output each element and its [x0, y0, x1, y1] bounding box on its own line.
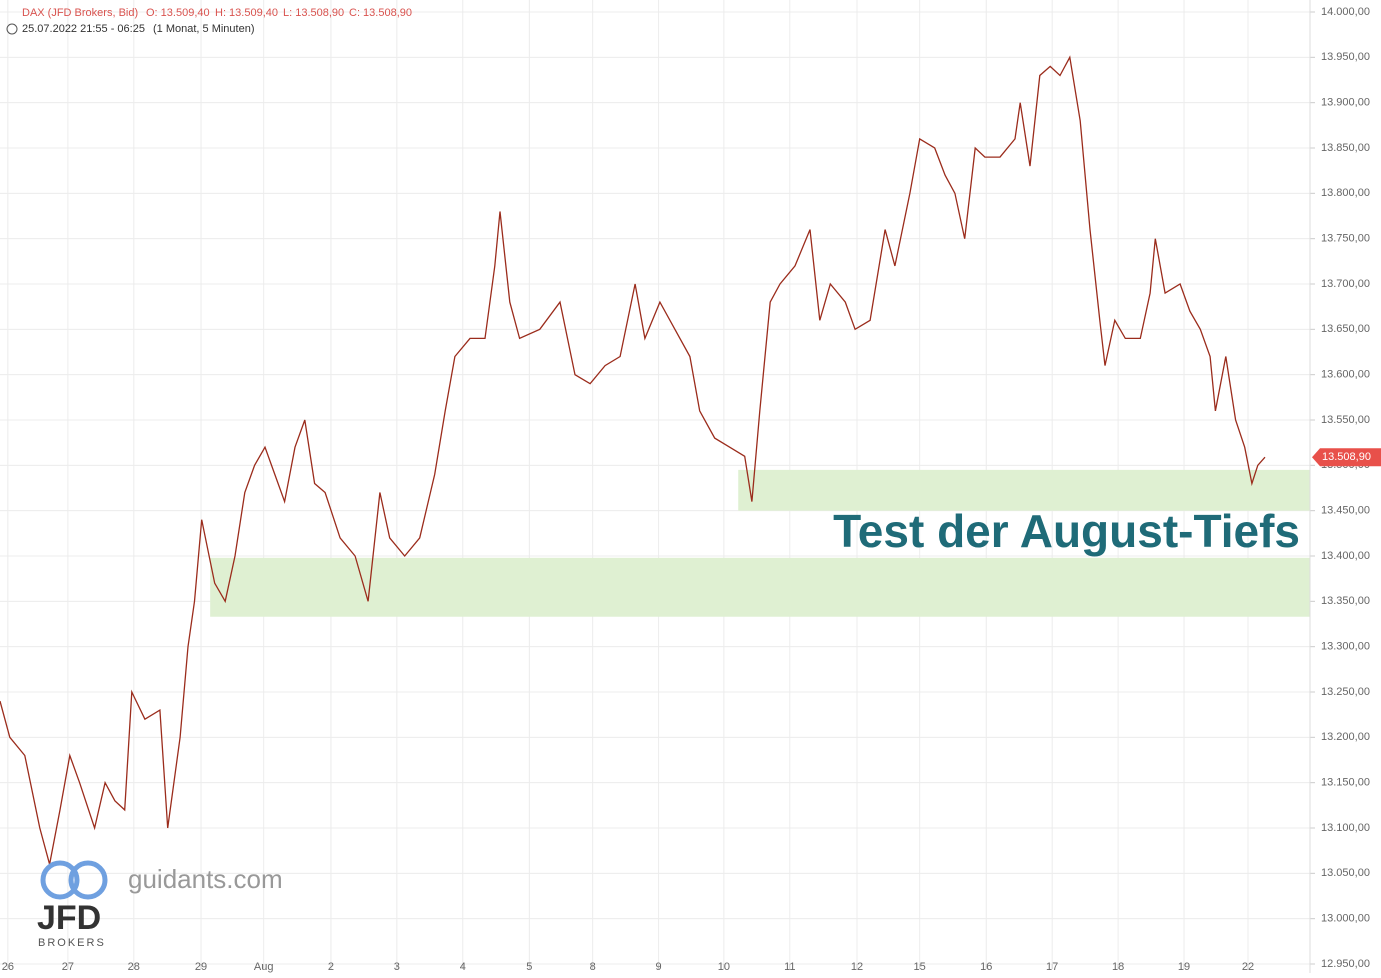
symbol: DAX (JFD Brokers, Bid) [22, 7, 138, 19]
y-tick-label: 13.750,00 [1321, 233, 1370, 245]
y-tick-label: 13.350,00 [1321, 595, 1370, 607]
y-tick-label: 13.650,00 [1321, 323, 1370, 335]
logo-brand: JFD [37, 899, 101, 937]
y-tick-label: 13.400,00 [1321, 550, 1370, 562]
support-zone [738, 469, 1310, 511]
x-tick-label: 10 [718, 961, 730, 973]
support-zone [210, 557, 1310, 617]
y-tick-label: 13.300,00 [1321, 641, 1370, 653]
logo-site: guidants.com [128, 864, 283, 894]
low: L: 13.508,90 [283, 7, 344, 19]
interval: (1 Monat, 5 Minuten) [153, 23, 255, 35]
y-tick-label: 13.000,00 [1321, 913, 1370, 925]
y-tick-label: 13.150,00 [1321, 777, 1370, 789]
annotation: Test der August-Tiefs [833, 505, 1300, 557]
x-tick-label: 8 [590, 961, 596, 973]
y-tick-label: 13.600,00 [1321, 369, 1370, 381]
y-tick-label: 13.900,00 [1321, 97, 1370, 109]
x-tick-label: 2 [328, 961, 334, 973]
last-price-tag [1312, 448, 1381, 467]
x-tick-label: 5 [526, 961, 532, 973]
x-tick-label: 12 [851, 961, 863, 973]
x-tick-label: 16 [980, 961, 992, 973]
x-tick-label: 29 [195, 961, 207, 973]
y-tick-label: 13.850,00 [1321, 142, 1370, 154]
x-tick-label: 18 [1112, 961, 1124, 973]
logo-ring [68, 860, 108, 900]
x-tick-label: 3 [394, 961, 400, 973]
y-tick-label: 13.700,00 [1321, 278, 1370, 290]
y-tick-label: 13.450,00 [1321, 505, 1370, 517]
y-tick-label: 13.100,00 [1321, 822, 1370, 834]
price-line [0, 55, 1266, 865]
x-tick-label: 11 [784, 961, 795, 973]
y-tick-label: 13.050,00 [1321, 867, 1370, 879]
y-tick-label: 13.550,00 [1321, 414, 1370, 426]
clock-icon [6, 23, 18, 35]
logo-ring [40, 860, 80, 900]
y-tick-label: 13.200,00 [1321, 731, 1370, 743]
y-tick-label: 13.250,00 [1321, 686, 1370, 698]
last-price-label: 13.508,90 [1322, 451, 1371, 463]
y-tick-label: 13.950,00 [1321, 51, 1370, 63]
x-tick-label: 15 [914, 961, 926, 973]
logo-sub: BROKERS [38, 937, 106, 949]
close: C: 13.508,90 [349, 7, 412, 19]
y-tick-label: 14.000,00 [1321, 6, 1370, 18]
x-tick-label: 4 [460, 961, 466, 973]
x-tick-label: 22 [1242, 961, 1254, 973]
open: O: 13.509,40 [146, 7, 210, 19]
x-tick-label: 17 [1046, 961, 1058, 973]
y-tick-label: 12.950,00 [1321, 958, 1370, 970]
y-tick-label: 13.800,00 [1321, 187, 1370, 199]
background-layer [0, 0, 1310, 965]
x-tick-label: 26 [2, 961, 14, 973]
x-tick-label: 27 [62, 961, 74, 973]
x-tick-label: 28 [128, 961, 140, 973]
x-tick-label: 9 [656, 961, 662, 973]
x-tick-label: Aug [254, 961, 274, 973]
x-tick-label: 19 [1178, 961, 1190, 973]
range: 25.07.2022 21:55 - 06:25 [22, 23, 145, 35]
high: H: 13.509,40 [215, 7, 278, 19]
